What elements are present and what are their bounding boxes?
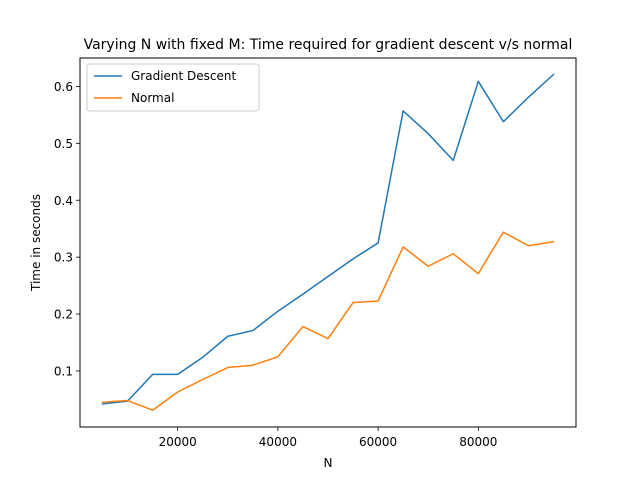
legend: Gradient Descent Normal xyxy=(86,63,260,112)
y-tick-label: 0.4 xyxy=(54,194,73,208)
x-axis-ticks: 20000 40000 60000 80000 xyxy=(159,427,497,449)
chart-title: Varying N with fixed M: Time required fo… xyxy=(84,37,573,53)
x-axis-label: N xyxy=(324,456,333,470)
legend-label-normal: Normal xyxy=(131,91,174,105)
x-tick-label: 20000 xyxy=(159,435,197,449)
x-tick-label: 80000 xyxy=(459,435,497,449)
series-line-gradient-descent xyxy=(101,73,555,405)
plot-area-frame xyxy=(79,57,577,428)
y-tick-label: 0.5 xyxy=(54,137,73,151)
y-tick-label: 0.1 xyxy=(54,364,73,378)
series-line-normal xyxy=(101,231,555,411)
y-axis-label: Time in seconds xyxy=(29,194,43,292)
x-tick-label: 60000 xyxy=(359,435,397,449)
y-axis-ticks: 0.1 0.2 0.3 0.4 0.5 0.6 xyxy=(54,80,80,378)
legend-box xyxy=(86,63,260,112)
y-tick-label: 0.6 xyxy=(54,80,73,94)
x-tick-label: 40000 xyxy=(259,435,297,449)
y-tick-label: 0.2 xyxy=(54,308,73,322)
y-tick-label: 0.3 xyxy=(54,251,73,265)
legend-label-gradient-descent: Gradient Descent xyxy=(131,69,237,83)
plot-lines xyxy=(101,73,555,411)
